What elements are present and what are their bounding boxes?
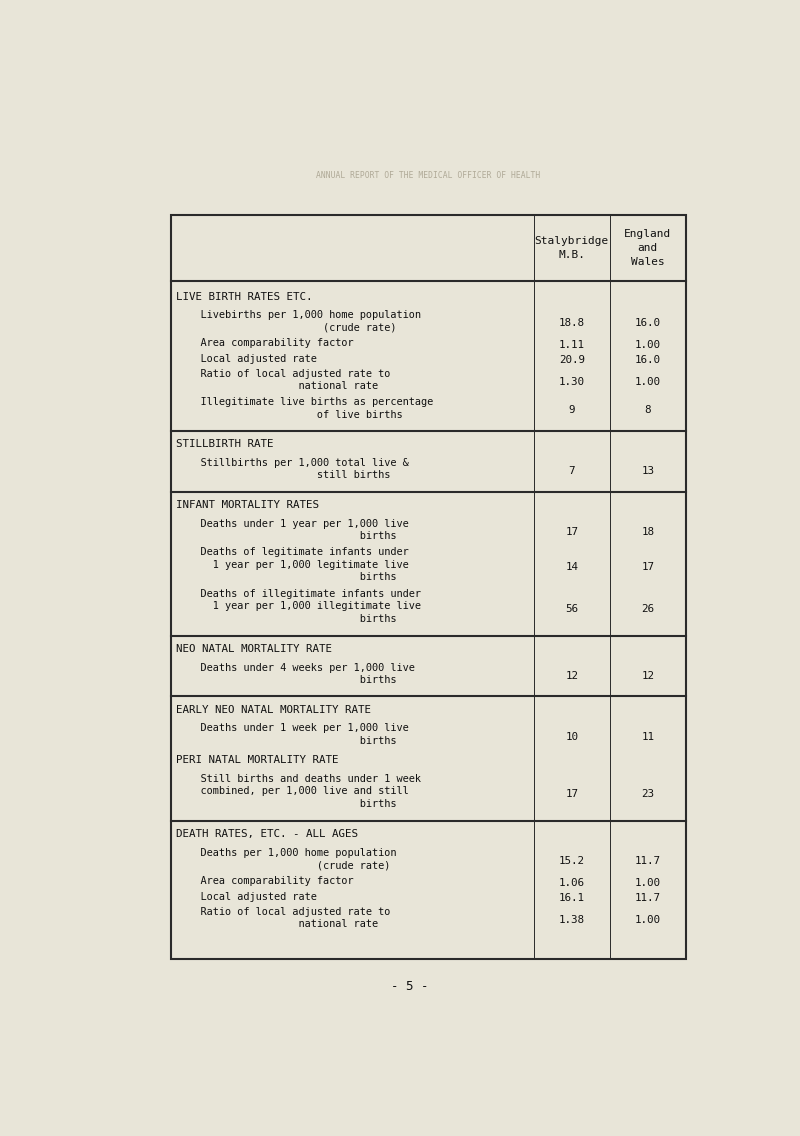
Text: Deaths under 1 week per 1,000 live
                              births: Deaths under 1 week per 1,000 live birth… [176,724,409,746]
Text: 12: 12 [642,671,654,680]
Text: 1.11: 1.11 [559,340,585,350]
Text: 9: 9 [569,406,575,416]
Text: Stalybridge
M.B.: Stalybridge M.B. [534,236,609,260]
Text: Deaths of legitimate infants under
      1 year per 1,000 legitimate live
      : Deaths of legitimate infants under 1 yea… [176,548,409,582]
Text: 23: 23 [642,788,654,799]
Text: INFANT MORTALITY RATES: INFANT MORTALITY RATES [176,500,319,510]
Text: 8: 8 [645,406,651,416]
Bar [171,215,686,959]
Text: 1.30: 1.30 [559,377,585,387]
Text: 14: 14 [566,562,578,571]
Text: 12: 12 [566,671,578,680]
Text: 16.0: 16.0 [634,356,661,366]
Text: Deaths under 4 weeks per 1,000 live
                              births: Deaths under 4 weeks per 1,000 live birt… [176,662,415,685]
Text: NEO NATAL MORTALITY RATE: NEO NATAL MORTALITY RATE [176,644,332,654]
Text: - 5 -: - 5 - [391,980,429,993]
Text: 10: 10 [566,732,578,742]
Text: PERI NATAL MORTALITY RATE: PERI NATAL MORTALITY RATE [176,755,338,766]
Text: 18: 18 [642,527,654,537]
Text: Ratio of local adjusted rate to
                    national rate: Ratio of local adjusted rate to national… [176,369,390,391]
Text: 15.2: 15.2 [559,857,585,866]
Text: ANNUAL REPORT OF THE MEDICAL OFFICER OF HEALTH: ANNUAL REPORT OF THE MEDICAL OFFICER OF … [317,172,541,181]
Text: 1.38: 1.38 [559,914,585,925]
Text: 1.06: 1.06 [559,878,585,888]
Text: Stillbirths per 1,000 total live &
                       still births: Stillbirths per 1,000 total live & still… [176,458,409,481]
Text: Still births and deaths under 1 week
    combined, per 1,000 live and still
    : Still births and deaths under 1 week com… [176,774,422,809]
Text: Area comparability factor: Area comparability factor [176,339,354,349]
Text: 1.00: 1.00 [634,377,661,387]
Text: 11.7: 11.7 [634,857,661,866]
Text: 17: 17 [566,527,578,537]
Text: 13: 13 [642,466,654,476]
Text: Deaths per 1,000 home population
                       (crude rate): Deaths per 1,000 home population (crude … [176,847,397,870]
Text: Illegitimate live births as percentage
                       of live births: Illegitimate live births as percentage o… [176,398,434,419]
Text: Deaths of illegitimate infants under
      1 year per 1,000 illegitimate live
  : Deaths of illegitimate infants under 1 y… [176,588,422,624]
Text: 17: 17 [642,562,654,571]
Text: 1.00: 1.00 [634,340,661,350]
Text: Deaths under 1 year per 1,000 live
                              births: Deaths under 1 year per 1,000 live birth… [176,519,409,541]
Text: 11: 11 [642,732,654,742]
Text: England
and
Wales: England and Wales [624,228,671,267]
Text: 16.1: 16.1 [559,893,585,903]
Text: DEATH RATES, ETC. - ALL AGES: DEATH RATES, ETC. - ALL AGES [176,829,358,840]
Text: 1.00: 1.00 [634,914,661,925]
Text: Ratio of local adjusted rate to
                    national rate: Ratio of local adjusted rate to national… [176,907,390,929]
Text: Area comparability factor: Area comparability factor [176,876,354,886]
Text: Local adjusted rate: Local adjusted rate [176,353,317,364]
Text: EARLY NEO NATAL MORTALITY RATE: EARLY NEO NATAL MORTALITY RATE [176,705,371,715]
Text: 17: 17 [566,788,578,799]
Text: LIVE BIRTH RATES ETC.: LIVE BIRTH RATES ETC. [176,292,313,301]
Text: STILLBIRTH RATE: STILLBIRTH RATE [176,440,274,450]
Text: 1.00: 1.00 [634,878,661,888]
Text: 7: 7 [569,466,575,476]
Text: 26: 26 [642,603,654,613]
Text: Local adjusted rate: Local adjusted rate [176,892,317,902]
Text: 18.8: 18.8 [559,318,585,328]
Text: Livebirths per 1,000 home population
                        (crude rate): Livebirths per 1,000 home population (cr… [176,310,422,333]
Text: 20.9: 20.9 [559,356,585,366]
Text: 16.0: 16.0 [634,318,661,328]
Text: 56: 56 [566,603,578,613]
Text: 11.7: 11.7 [634,893,661,903]
